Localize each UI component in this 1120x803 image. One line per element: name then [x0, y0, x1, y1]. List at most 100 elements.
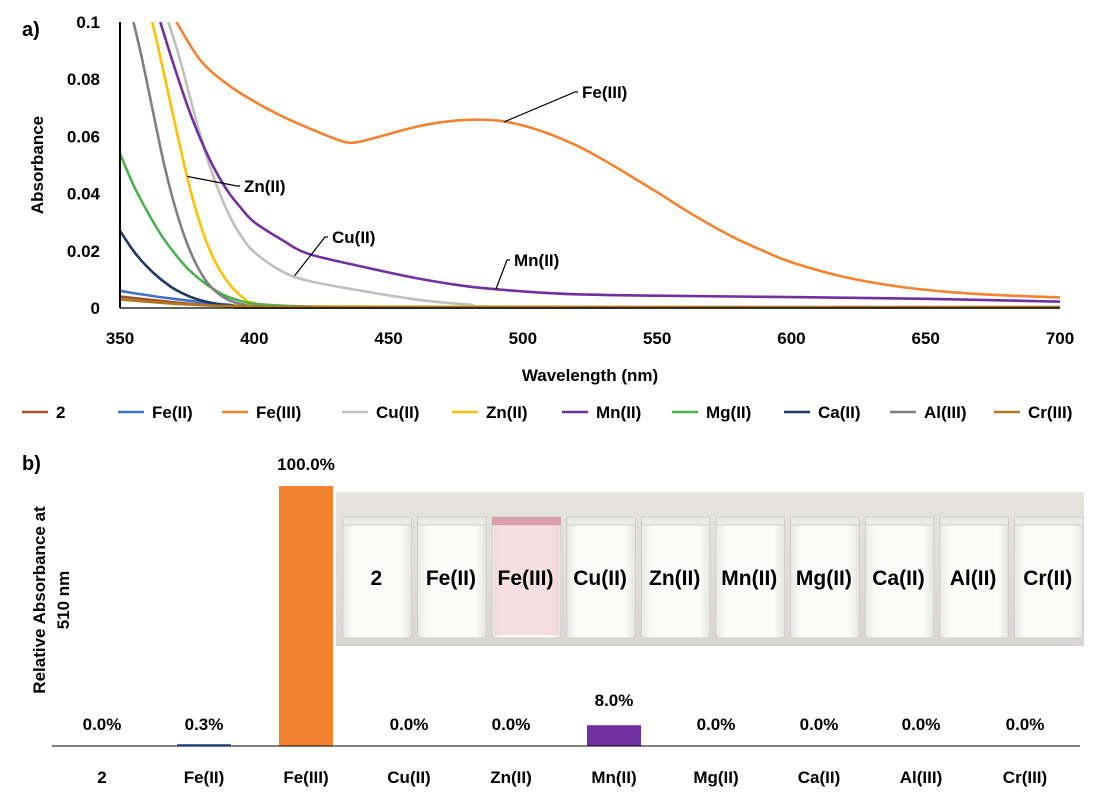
y-tick-labels: 0 0.02 0.04 0.06 0.08 0.1: [67, 13, 101, 318]
bar-label-cr-iii: 0.0%: [1006, 715, 1045, 734]
vial-meniscus: [790, 516, 860, 526]
bar-y-axis-title-line2: 510 nm: [54, 571, 73, 630]
series-lines: [120, 22, 1061, 310]
vial-label-ca-ii: Ca(II): [872, 567, 925, 590]
y-tick-0: 0: [91, 299, 100, 318]
vial-zn-ii-4: Zn(II): [640, 516, 711, 639]
bar-mn-ii: [587, 725, 641, 746]
bar-category-mn-ii: Mn(II): [591, 768, 636, 787]
vial-tint-rim: [492, 517, 561, 525]
annotation-mn-ii: Mn(II): [514, 251, 559, 270]
legend-label-cr-iii: Cr(III): [1028, 403, 1072, 422]
bar-category-zn-ii: Zn(II): [490, 768, 532, 787]
bar-category-cr-iii: Cr(III): [1003, 768, 1047, 787]
bar-label-2: 0.0%: [83, 715, 122, 734]
legend-label-mn-ii: Mn(II): [596, 403, 641, 422]
panel-a-label: a): [22, 19, 40, 41]
vial-al-ii-8: Al(II): [939, 516, 1009, 639]
x-tick-600: 600: [777, 329, 805, 348]
vial-meniscus: [864, 516, 935, 526]
vial-cu-ii-3: Cu(II): [566, 516, 636, 639]
vial-label-al-ii: Al(II): [950, 567, 997, 590]
bar-fe-ii: [177, 744, 231, 746]
x-tick-500: 500: [509, 329, 537, 348]
x-axis-title: Wavelength (nm): [522, 366, 658, 385]
vial-meniscus: [417, 516, 487, 526]
annotation-leader-zn-ii: [186, 175, 240, 187]
y-tick-0-1: 0.1: [76, 13, 100, 32]
vial-label-fe-iii: Fe(III): [498, 567, 554, 590]
vial-meniscus: [715, 516, 785, 526]
bar-category-2: 2: [97, 768, 106, 787]
series-line-mn-ii: [159, 22, 1061, 303]
bar-label-zn-ii: 0.0%: [492, 715, 531, 734]
y-tick-0-06: 0.06: [67, 127, 100, 146]
x-tick-350: 350: [106, 329, 134, 348]
panel-b-label: b): [22, 453, 41, 475]
vial-label-zn-ii: Zn(II): [649, 567, 700, 590]
x-tick-400: 400: [240, 329, 268, 348]
legend-label-fe-ii: Fe(II): [152, 403, 193, 422]
vials-photo: 2 Fe(II) Fe(III) Cu(II) Zn(II) Mn(II) Mg(II) Ca…: [336, 492, 1084, 646]
vial-label-cr-ii: Cr(II): [1023, 567, 1072, 590]
annotation-zn-ii: Zn(II): [244, 177, 286, 196]
vial-label-mg-ii: Mg(II): [796, 567, 852, 590]
annotation-fe-iii: Fe(III): [582, 83, 627, 102]
annotation-leader-mn-ii: [495, 259, 510, 290]
bar-data-labels: 0.0% 0.3% 100.0% 0.0% 0.0% 8.0% 0.0% 0.0% 0.0% 0.…: [83, 455, 1045, 734]
y-tick-0-02: 0.02: [67, 242, 100, 261]
vial-cr-ii-9: Cr(II): [1013, 516, 1084, 639]
y-tick-0-08: 0.08: [67, 70, 100, 89]
vial-meniscus: [939, 516, 1009, 526]
vials: 2 Fe(II) Fe(III) Cu(II) Zn(II) Mn(II) Mg(II) Ca…: [342, 516, 1084, 639]
legend-label-ca-ii: Ca(II): [818, 403, 861, 422]
vial-label-mn-ii: Mn(II): [721, 567, 777, 590]
bar-label-mn-ii: 8.0%: [595, 691, 634, 710]
line-chart: 0 0.02 0.04 0.06 0.08 0.1 350 400 450 500 550 600 6…: [67, 13, 1074, 348]
legend-label-zn-ii: Zn(II): [486, 403, 528, 422]
bar-label-al-iii: 0.0%: [902, 715, 941, 734]
annotations: Fe(III) Zn(II) Cu(II) Mn(II): [186, 83, 627, 290]
series-line-zn-ii: [150, 22, 1061, 309]
annotation-cu-ii: Cu(II): [332, 228, 375, 247]
series-line-ca-ii: [120, 230, 1061, 310]
bar-category-cu-ii: Cu(II): [387, 768, 430, 787]
bar-category-labels: 2 Fe(II) Fe(III) Cu(II) Zn(II) Mn(II) Mg(II) Ca…: [97, 768, 1047, 787]
series-line-cr-iii: [120, 298, 1061, 309]
y-axis-title: Absorbance: [28, 116, 47, 214]
bar-category-al-iii: Al(III): [900, 768, 943, 787]
legend-label-mg-ii: Mg(II): [706, 403, 751, 422]
bar-category-fe-ii: Fe(II): [184, 768, 225, 787]
legend-label-cu-ii: Cu(II): [376, 403, 419, 422]
x-tick-650: 650: [912, 329, 940, 348]
legend-label-2: 2: [56, 403, 65, 422]
vial-meniscus: [641, 516, 711, 526]
bar-label-mg-ii: 0.0%: [697, 715, 736, 734]
bar-label-fe-iii: 100.0%: [277, 455, 335, 474]
vial-label-cu-ii: Cu(II): [573, 567, 627, 590]
vial-meniscus: [566, 516, 636, 526]
vial-label-2: 2: [370, 567, 382, 590]
vial-tint: [494, 525, 559, 635]
bar-y-axis-title: Relative Absorbance at 510 nm: [30, 506, 73, 694]
vial-mg-ii-6: Mg(II): [790, 516, 860, 639]
x-tick-labels: 350 400 450 500 550 600 650 700: [106, 329, 1074, 348]
bars: [177, 486, 641, 746]
bar-category-fe-iii: Fe(III): [283, 768, 328, 787]
x-tick-700: 700: [1046, 329, 1074, 348]
x-tick-550: 550: [643, 329, 671, 348]
bar-category-ca-ii: Ca(II): [798, 768, 841, 787]
vial-meniscus: [1014, 516, 1084, 526]
vial-2-0: 2: [342, 516, 413, 639]
vial-ca-ii-7: Ca(II): [864, 516, 935, 639]
legend-label-fe-iii: Fe(III): [256, 403, 301, 422]
bar-y-axis-title-line1: Relative Absorbance at: [30, 506, 49, 694]
legend: 2 Fe(II) Fe(III) Cu(II) Zn(II) Mn(II) Mg(II) Ca…: [22, 403, 1072, 422]
vial-fe-iii-2: Fe(III): [491, 516, 562, 639]
annotation-leader-fe-iii: [503, 91, 578, 123]
vial-fe-ii-1: Fe(II): [417, 516, 487, 639]
x-tick-450: 450: [374, 329, 402, 348]
legend-label-al-iii: Al(III): [924, 403, 967, 422]
annotation-leader-cu-ii: [294, 236, 328, 277]
